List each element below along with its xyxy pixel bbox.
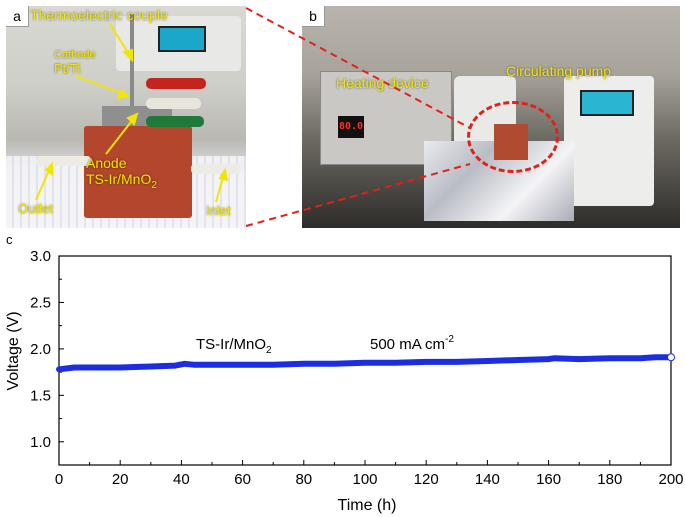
voltage-data-point [552, 355, 558, 361]
voltage-data-point [362, 360, 368, 366]
outlet-tube [36, 156, 91, 166]
y-tick-label: 1.5 [30, 387, 51, 404]
panel-c-letter: c [6, 232, 13, 247]
green-clip [146, 116, 204, 127]
voltage-data-point [172, 363, 178, 369]
circulating-pump-label: Circulating pump [506, 63, 612, 79]
voltage-end-marker [667, 353, 675, 362]
highlight-circle [467, 101, 559, 173]
y-axis-title: Voltage (V) [5, 311, 22, 390]
x-tick-label: 180 [597, 471, 622, 488]
voltage-data-point [71, 364, 77, 370]
connector-bottom [245, 163, 471, 227]
voltage-data-point [454, 359, 460, 365]
panel-a-letter: a [6, 6, 29, 27]
y-tick-label: 2.5 [30, 294, 51, 311]
voltage-time-chart: 0 20 40 60 80 100 120 140 160 180 200 1.0 1.5 2.0 2.5 3… [5, 248, 684, 514]
current-density-superscript: -2 [445, 334, 454, 345]
x-tick-label: 120 [414, 471, 439, 488]
voltage-series-line [56, 354, 674, 373]
x-tick-label: 160 [536, 471, 561, 488]
voltage-data-point [181, 361, 187, 367]
voltage-data-point [240, 362, 246, 368]
chart-series-layer [56, 353, 675, 373]
current-density-annotation: 500 mA cm-2 [370, 334, 454, 353]
cathode-material-label: Pt/Ti [54, 61, 81, 76]
x-tick-label: 80 [295, 471, 312, 488]
temperature-display: 80.0 [338, 116, 364, 138]
voltage-data-point [191, 362, 197, 368]
voltage-data-point [653, 354, 659, 360]
inlet-tube [191, 164, 241, 174]
panel-b-letter: b [302, 6, 325, 27]
thermocouple-rod [130, 14, 134, 114]
panel-a-arrows [35, 23, 229, 203]
anode-label: Anode [86, 155, 127, 171]
voltage-data-point [56, 366, 62, 372]
catalyst-annotation-text: TS-Ir/MnO [196, 336, 266, 353]
outlet-arrow [35, 167, 51, 201]
voltage-data-point [484, 358, 490, 364]
x-tick-label: 100 [352, 471, 377, 488]
voltage-data-point [637, 355, 643, 361]
x-tick-label: 140 [475, 471, 500, 488]
red-clip [146, 78, 206, 89]
voltage-data-point [148, 364, 154, 370]
voltage-data-point [515, 357, 521, 363]
x-axis-title: Time (h) [338, 497, 397, 514]
chart-ticks: 0 20 40 60 80 100 120 140 160 180 200 1.0 1.5 2.0 2.5 3… [30, 248, 683, 488]
voltage-data-point [423, 359, 429, 365]
voltage-data-point [301, 361, 307, 367]
x-tick-label: 0 [55, 471, 63, 488]
photo-panel-b: 80.0 b Heating device Circulating pump [302, 6, 680, 228]
y-tick-label: 2.0 [30, 341, 51, 358]
heating-device-label: Heating device [336, 75, 429, 91]
voltage-data-point [270, 362, 276, 368]
inlet-label: Inlet [206, 203, 231, 218]
anode-material-label: TS-Ir/MnO2 [86, 172, 157, 193]
voltage-data-point [117, 364, 123, 370]
voltage-data-point [209, 362, 215, 368]
thermocouple-label: Thermoelectric couple [30, 7, 168, 23]
y-tick-label: 1.0 [30, 434, 51, 451]
electrolyzer-cell [84, 126, 192, 218]
cathode-label: Cathode [54, 49, 96, 61]
outlet-label: Outlet [18, 201, 53, 216]
x-tick-label: 200 [658, 471, 683, 488]
x-tick-label: 60 [234, 471, 251, 488]
pump-screen-right [580, 90, 634, 116]
panel-connectors [245, 7, 471, 227]
cathode-arrow [75, 75, 125, 95]
catalyst-annotation-subscript: 2 [266, 345, 272, 356]
pump-screen [158, 26, 206, 52]
connector-top [245, 7, 471, 129]
x-tick-label: 20 [112, 471, 129, 488]
voltage-data-point [331, 361, 337, 367]
current-density-text: 500 mA cm [370, 336, 445, 353]
x-tick-label: 40 [173, 471, 190, 488]
voltage-data-point [546, 356, 552, 362]
anode-material-text: TS-Ir/MnO [86, 171, 152, 187]
y-tick-label: 3.0 [30, 248, 51, 265]
anode-material-subscript: 2 [151, 179, 157, 191]
voltage-data-point [393, 360, 399, 366]
photo-panel-a: a Thermoelectric couple Cathode Pt/Ti An… [6, 6, 246, 228]
anode-arrow [105, 117, 135, 155]
voltage-data-point [576, 356, 582, 362]
catalyst-annotation: TS-Ir/MnO2 [196, 336, 272, 356]
voltage-data-point [607, 355, 613, 361]
white-clip [146, 98, 201, 109]
voltage-data-point [87, 364, 93, 370]
